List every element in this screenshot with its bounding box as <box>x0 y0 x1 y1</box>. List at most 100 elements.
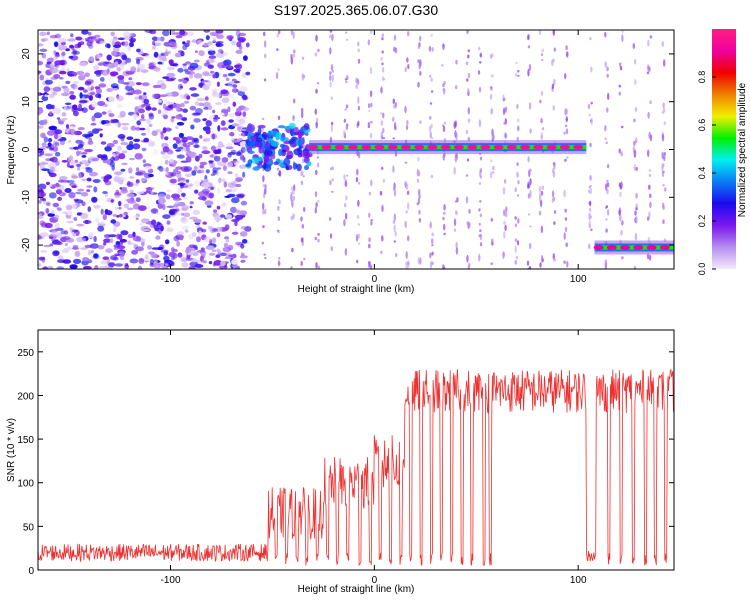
noise-blob <box>59 77 64 80</box>
streak-dot <box>292 31 295 39</box>
streak-dot <box>328 34 332 39</box>
streak-dot <box>634 149 637 158</box>
noise-blob <box>193 73 203 79</box>
noise-blob <box>194 180 202 187</box>
streak-dot <box>662 202 665 208</box>
streak-dot <box>370 179 373 187</box>
streak-dot <box>316 156 320 159</box>
noise-blob <box>180 51 185 57</box>
noise-blob <box>136 58 141 65</box>
noise-blob <box>218 177 222 184</box>
streak-dot <box>405 261 408 267</box>
streak-dot <box>380 112 383 115</box>
noise-blob <box>238 119 246 125</box>
streak-dot <box>429 102 433 105</box>
noise-blob <box>227 81 233 87</box>
snr-frame <box>37 329 675 571</box>
noise-blob <box>213 260 223 266</box>
noise-blob <box>80 247 89 250</box>
tone-peak <box>453 144 464 150</box>
snr-x-tick-label: -100 <box>160 575 180 586</box>
noise-blob <box>87 32 92 36</box>
noise-blob <box>112 214 118 217</box>
streak-dot <box>647 149 650 158</box>
streak-dot <box>419 36 422 42</box>
streak-dot <box>605 218 608 221</box>
noise-blob <box>174 52 183 58</box>
streak-dot <box>503 230 506 239</box>
noise-blob <box>232 253 237 259</box>
tone-peak <box>593 244 604 250</box>
streak-dot <box>442 43 445 51</box>
streak-dot <box>355 234 359 242</box>
noise-blob <box>215 42 224 47</box>
noise-blob <box>211 88 218 93</box>
streak-dot <box>478 208 481 212</box>
noise-blob <box>127 46 132 51</box>
streak-dot <box>664 187 667 192</box>
noise-blob <box>85 39 90 42</box>
noise-blob <box>151 93 159 99</box>
noise-blob <box>234 220 238 227</box>
noise-blob <box>75 191 82 195</box>
transition-blob <box>263 154 269 163</box>
noise-blob <box>111 40 115 47</box>
noise-blob <box>171 116 176 119</box>
noise-blob <box>166 72 176 78</box>
noise-blob <box>152 84 162 89</box>
streak-dot <box>565 51 569 57</box>
noise-blob <box>202 118 208 121</box>
noise-blob <box>175 201 180 205</box>
noise-blob <box>66 246 72 251</box>
figure-title: S197.2025.365.06.07.G30 <box>274 2 438 18</box>
noise-blob <box>71 175 79 179</box>
noise-blob <box>55 189 63 195</box>
noise-blob <box>165 194 171 200</box>
noise-blob <box>72 81 80 84</box>
noise-blob <box>155 235 161 240</box>
streak-dot <box>516 162 519 167</box>
noise-blob <box>38 256 46 261</box>
streak-dot <box>606 188 609 195</box>
noise-blob <box>157 61 163 65</box>
noise-blob <box>136 167 140 172</box>
streak-dot <box>517 69 520 73</box>
streak-dot <box>516 194 520 197</box>
noise-blob <box>130 125 136 131</box>
streak-dot <box>303 257 306 260</box>
noise-blob <box>175 114 184 120</box>
noise-blob <box>222 165 227 171</box>
noise-blob <box>159 36 165 42</box>
streak-dot <box>527 184 530 189</box>
noise-blob <box>122 82 130 85</box>
colorbar-label: Normalized spectral amplitude <box>737 82 748 217</box>
streak-dot <box>553 47 556 52</box>
streak-dot <box>328 217 332 221</box>
streak-dot <box>479 213 483 218</box>
noise-blob <box>92 38 99 41</box>
tone-peak <box>361 144 372 150</box>
noise-blob <box>157 99 162 103</box>
tone-peak <box>374 144 385 150</box>
snr-y-label: SNR (10 * v/v) <box>6 418 17 482</box>
noise-blob <box>153 148 159 156</box>
noise-blob <box>182 79 188 84</box>
noise-blob <box>77 127 85 131</box>
noise-blob <box>202 84 210 91</box>
streak-dot <box>538 185 542 193</box>
streak-dot <box>490 108 493 115</box>
noise-blob <box>177 252 183 258</box>
streak-dot <box>662 163 665 168</box>
streak-dot <box>618 148 621 154</box>
streak-dot <box>392 98 395 105</box>
streak-dot <box>314 207 317 214</box>
noise-blob <box>197 250 206 253</box>
noise-blob <box>140 114 145 120</box>
transition-blob <box>267 130 272 138</box>
streak-dot <box>454 154 458 157</box>
noise-blob <box>45 158 51 162</box>
noise-blob <box>90 122 97 126</box>
streak-dot <box>346 123 349 127</box>
streak-dot <box>541 58 544 62</box>
noise-blob <box>227 153 232 158</box>
